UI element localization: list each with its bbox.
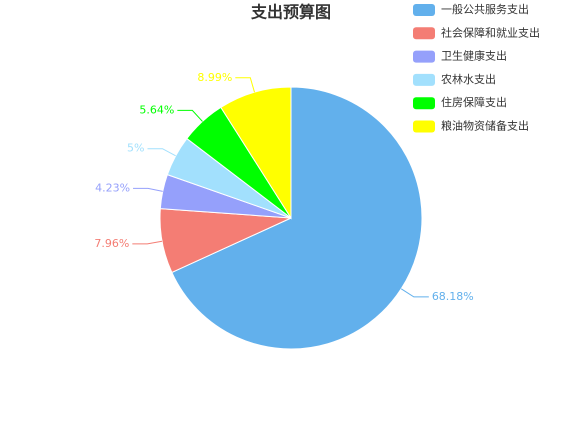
leader-line bbox=[235, 77, 255, 93]
legend-text: 一般公共服务支出 bbox=[441, 2, 529, 16]
data-label: 5% bbox=[127, 142, 144, 155]
legend-swatch bbox=[413, 50, 435, 63]
data-label: 68.18% bbox=[432, 290, 474, 303]
legend-text: 农林水支出 bbox=[441, 72, 496, 86]
leader-line bbox=[177, 109, 203, 122]
leader-line bbox=[132, 240, 163, 245]
legend-swatch bbox=[413, 97, 435, 110]
data-label: 4.23% bbox=[95, 181, 130, 194]
legend-swatch bbox=[413, 27, 435, 40]
data-label: 7.96% bbox=[94, 237, 129, 250]
leader-line bbox=[147, 148, 176, 157]
legend-swatch bbox=[413, 73, 435, 86]
leader-line bbox=[133, 187, 163, 192]
legend-text: 社会保障和就业支出 bbox=[441, 25, 540, 39]
leader-line bbox=[400, 288, 429, 298]
data-label: 8.99% bbox=[197, 71, 232, 84]
legend-text: 粮油物资储备支出 bbox=[441, 119, 529, 133]
legend-swatch bbox=[413, 4, 435, 16]
legend-swatch bbox=[413, 120, 435, 133]
chart-title: 支出预算图 bbox=[250, 3, 331, 22]
data-label: 5.64% bbox=[139, 103, 174, 116]
legend-text: 卫生健康支出 bbox=[441, 49, 507, 63]
legend-text: 住房保障支出 bbox=[441, 95, 507, 109]
pie-slice bbox=[171, 86, 423, 350]
